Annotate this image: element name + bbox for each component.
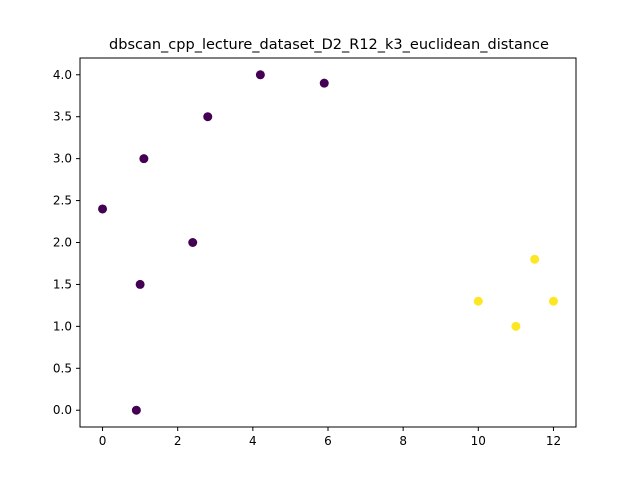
data-point-6	[135, 279, 145, 289]
y-axis: 0.0 0.5 1.0 1.5 2.0 2.5 3.0 3.5 4.0	[53, 68, 80, 417]
y-tick-label: 1.5	[53, 277, 72, 291]
data-point-0	[98, 204, 108, 214]
y-tick-label: 4.0	[53, 68, 72, 82]
data-point-1	[139, 154, 149, 164]
points-layer	[98, 70, 558, 415]
data-point-9	[511, 321, 521, 331]
y-tick-label: 0.0	[53, 403, 72, 417]
x-tick-label: 0	[99, 434, 107, 448]
data-point-11	[548, 296, 558, 306]
chart-title: dbscan_cpp_lecture_dataset_D2_R12_k3_euc…	[109, 37, 549, 53]
plot-frame	[79, 57, 577, 428]
data-point-10	[530, 254, 540, 264]
x-tick-label: 2	[174, 434, 182, 448]
data-point-4	[319, 78, 329, 88]
data-point-2	[203, 112, 213, 122]
data-point-7	[131, 405, 141, 415]
x-tick-label: 4	[249, 434, 257, 448]
y-tick-label: 2.0	[53, 236, 72, 250]
x-tick-label: 12	[546, 434, 561, 448]
data-point-8	[473, 296, 483, 306]
x-axis: 0 2 4 6 8 10 12	[99, 427, 561, 448]
y-tick-label: 2.5	[53, 194, 72, 208]
y-tick-label: 3.5	[53, 110, 72, 124]
x-tick-label: 10	[471, 434, 486, 448]
y-tick-label: 0.5	[53, 361, 72, 375]
y-tick-label: 1.0	[53, 319, 72, 333]
data-point-5	[188, 238, 198, 247]
data-point-3	[255, 70, 265, 80]
x-tick-label: 8	[399, 434, 407, 448]
x-tick-label: 6	[324, 434, 332, 448]
y-tick-label: 3.0	[53, 152, 72, 166]
